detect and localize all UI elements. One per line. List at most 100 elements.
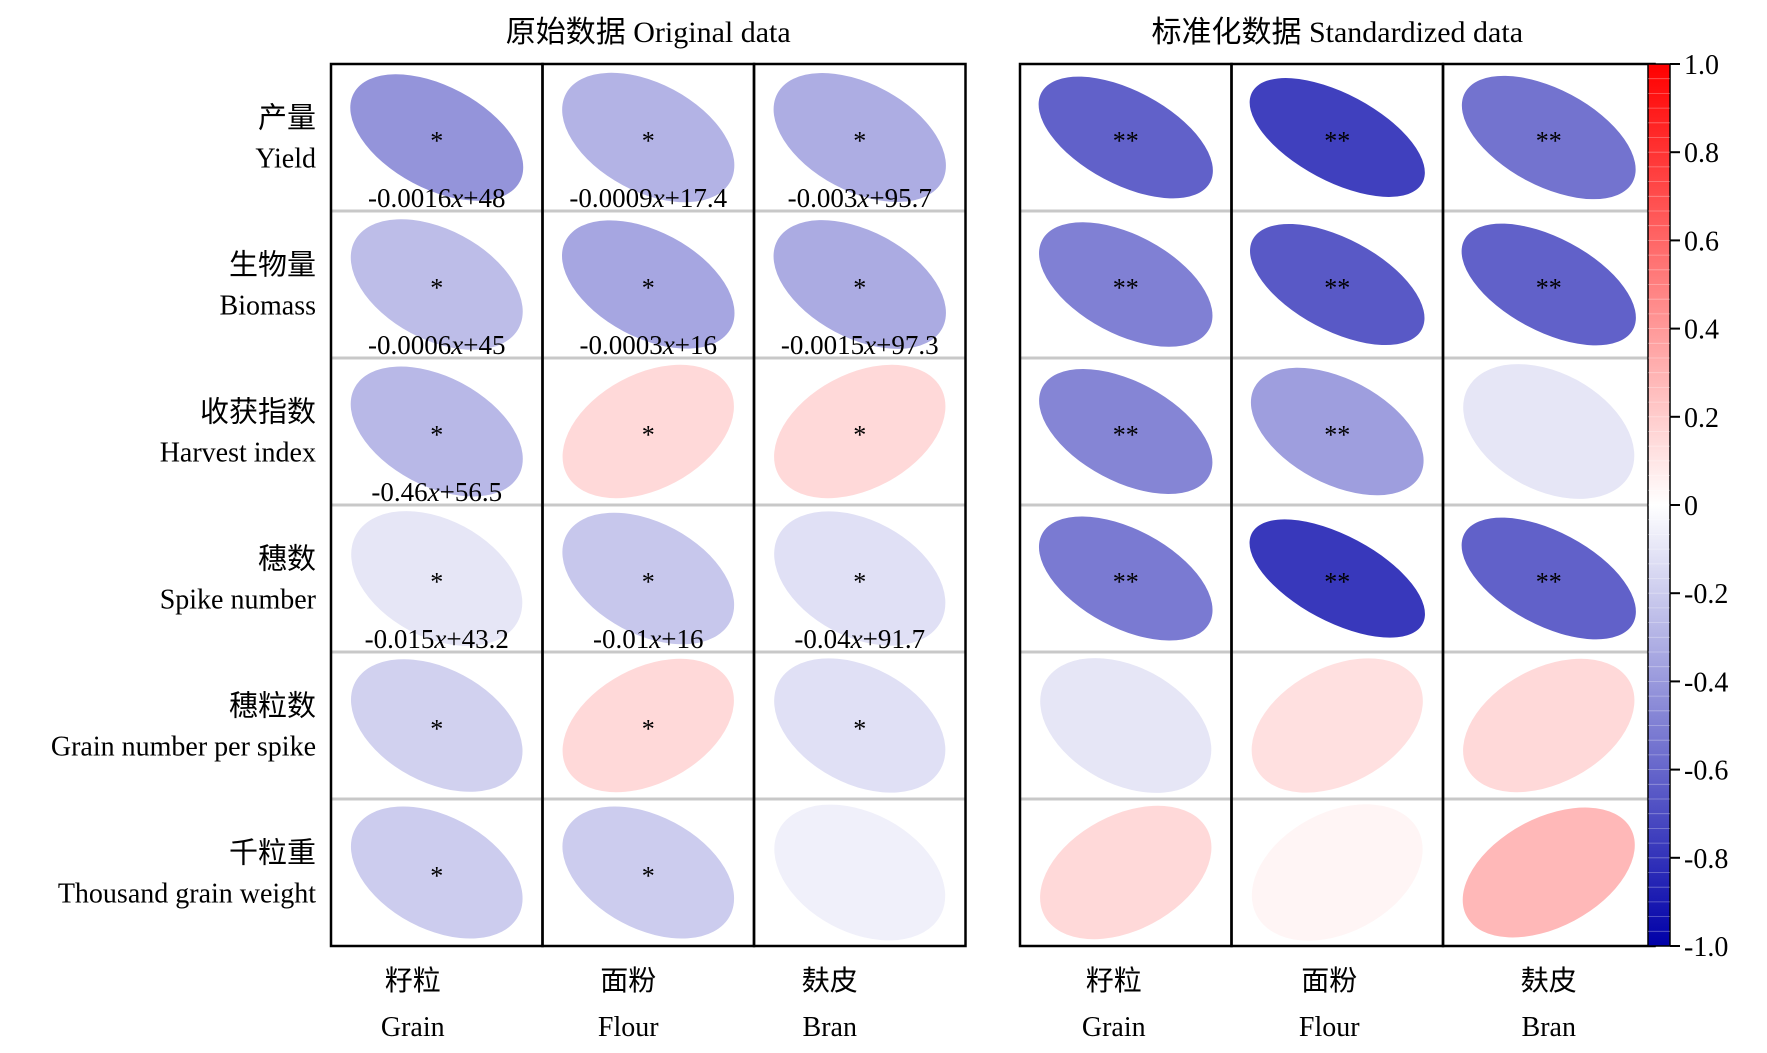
significance-mark: ** xyxy=(1536,568,1562,597)
row-label-en: Yield xyxy=(255,144,316,175)
correlation-cell xyxy=(1463,658,1635,793)
correlation-cell xyxy=(1463,364,1635,499)
correlation-ellipse xyxy=(562,220,735,349)
row-label-en: Grain number per spike xyxy=(51,732,316,763)
correlation-cell: * xyxy=(350,806,523,939)
correlation-cell: * -0.003x+95.7 xyxy=(773,73,946,213)
correlation-ellipse xyxy=(1463,658,1635,793)
significance-mark: * xyxy=(853,274,866,303)
row-label-zh: 生物量 xyxy=(229,249,316,282)
regression-equation: -0.46x+56.5 xyxy=(371,477,502,507)
row-labels: 产量 Yield 生物量 Biomass 收获指数 Harvest index 穗数 Spik… xyxy=(51,102,317,910)
significance-mark: ** xyxy=(1536,274,1562,303)
column-label-en: Grain xyxy=(381,1012,445,1043)
column-label-en: Flour xyxy=(1299,1012,1360,1043)
colorbar-tick-label: 0 xyxy=(1684,491,1698,522)
correlation-cell: * -0.015x+43.2 xyxy=(351,511,523,654)
correlation-cell: ** xyxy=(1038,76,1213,199)
colorbar-tick-label: 0.4 xyxy=(1684,315,1719,346)
column-label-zh: 籽粒 xyxy=(1086,965,1142,997)
significance-mark: ** xyxy=(1113,421,1139,450)
correlation-cell: * -0.0003x+16 xyxy=(562,220,735,360)
correlation-ellipse xyxy=(1251,658,1423,793)
column-label-zh: 麸皮 xyxy=(1521,965,1577,997)
colorbar-tick-label: -0.8 xyxy=(1684,844,1728,875)
column-frame xyxy=(752,62,967,948)
colorbar: 1.0 0.8 0.6 0.4 0.2 0 -0.2 -0.4 -0.6 -0.8 -1.0 xyxy=(1647,50,1728,963)
row-label-en: Biomass xyxy=(220,291,316,322)
correlation-ellipse xyxy=(562,658,734,793)
correlation-ellipse xyxy=(350,366,523,497)
correlation-cell xyxy=(1251,804,1423,941)
panel-title: 原始数据 Original data xyxy=(506,16,791,49)
significance-mark: * xyxy=(642,421,655,450)
correlation-ellipse xyxy=(350,74,524,201)
colorbar-tick-label: -1.0 xyxy=(1684,932,1728,963)
regression-equation: -0.0003x+16 xyxy=(580,330,717,360)
colorbar-tick-label: -0.6 xyxy=(1684,756,1728,787)
significance-mark: * xyxy=(642,862,655,891)
column-label-zh: 籽粒 xyxy=(385,965,441,997)
significance-mark: * xyxy=(430,715,443,744)
correlation-cell: * -0.01x+16 xyxy=(562,512,735,654)
correlation-ellipse xyxy=(1461,517,1636,640)
significance-mark: * xyxy=(430,862,443,891)
correlation-cell: * xyxy=(562,658,734,793)
column-label-en: Grain xyxy=(1082,1012,1146,1043)
correlation-cell: ** xyxy=(1250,367,1424,496)
correlation-ellipse xyxy=(562,806,735,939)
correlation-cell: * -0.46x+56.5 xyxy=(350,366,523,507)
correlation-ellipse xyxy=(1249,78,1425,197)
column-label-zh: 面粉 xyxy=(600,965,656,997)
correlation-ellipse xyxy=(350,806,523,939)
correlation-cell: ** xyxy=(1249,519,1425,638)
significance-mark: * xyxy=(430,568,443,597)
regression-equation: -0.0016x+48 xyxy=(368,183,505,213)
correlation-cell xyxy=(774,804,946,941)
significance-mark: * xyxy=(430,274,443,303)
correlation-ellipse xyxy=(562,364,734,499)
correlation-cell: ** xyxy=(1038,516,1213,641)
regression-equation: -0.0006x+45 xyxy=(368,330,505,360)
correlation-ellipse xyxy=(1039,368,1213,495)
significance-mark: ** xyxy=(1113,127,1139,156)
colorbar-tick-label: 0.2 xyxy=(1684,403,1719,434)
correlation-ellipse xyxy=(1038,516,1213,641)
correlation-ellipse xyxy=(774,658,946,793)
correlation-cell xyxy=(1251,658,1423,793)
correlation-cell: * -0.0006x+45 xyxy=(350,219,523,360)
significance-mark: * xyxy=(853,568,866,597)
correlation-cell: * -0.0015x+97.3 xyxy=(773,220,946,360)
row-label-zh: 收获指数 xyxy=(200,396,316,429)
column-label-en: Bran xyxy=(803,1012,857,1043)
correlation-ellipse xyxy=(774,364,946,499)
correlation-ellipse xyxy=(562,512,735,645)
regression-equation: -0.01x+16 xyxy=(593,624,703,654)
significance-mark: * xyxy=(853,127,866,156)
correlation-ellipse xyxy=(1249,519,1425,638)
significance-mark: * xyxy=(642,127,655,156)
significance-mark: * xyxy=(853,421,866,450)
row-label-en: Harvest index xyxy=(160,438,316,469)
correlation-cell xyxy=(1040,658,1212,793)
correlation-ellipse xyxy=(562,72,735,203)
correlation-cell: * -0.0009x+17.4 xyxy=(562,72,735,213)
colorbar-tick-label: 0.8 xyxy=(1684,138,1719,169)
correlation-cell: ** xyxy=(1461,75,1636,200)
correlation-ellipse xyxy=(351,511,523,646)
correlation-cell xyxy=(1040,805,1212,940)
significance-mark: ** xyxy=(1536,127,1562,156)
significance-mark: * xyxy=(853,715,866,744)
colorbar-tick-label: 1.0 xyxy=(1684,50,1719,81)
correlation-ellipse xyxy=(1040,805,1212,940)
correlation-ellipse xyxy=(1040,658,1212,793)
correlation-cell: ** xyxy=(1250,223,1425,346)
correlation-ellipse xyxy=(1250,223,1425,346)
row-label-zh: 穗数 xyxy=(258,543,316,576)
colorbar-tick-label: -0.2 xyxy=(1684,579,1728,610)
significance-mark: * xyxy=(430,421,443,450)
significance-mark: * xyxy=(642,568,655,597)
panels: 原始数据 Original data * -0.0016x+48 * -0.0009x+… xyxy=(329,16,1656,1043)
regression-equation: -0.0009x+17.4 xyxy=(569,183,727,213)
